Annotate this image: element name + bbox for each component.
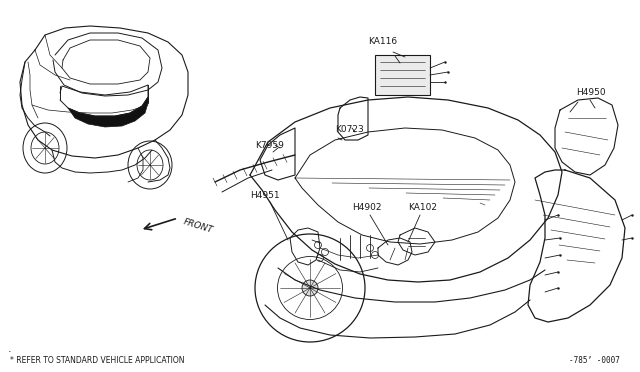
- Text: * REFER TO STANDARD VEHICLE APPLICATION: * REFER TO STANDARD VEHICLE APPLICATION: [10, 356, 184, 365]
- Text: KA116: KA116: [368, 37, 397, 46]
- Text: K0723: K0723: [335, 125, 364, 134]
- Text: H4950: H4950: [576, 88, 605, 97]
- Text: KA102: KA102: [408, 203, 437, 212]
- Text: -785’ -0007: -785’ -0007: [569, 356, 620, 365]
- Text: H4902: H4902: [352, 203, 381, 212]
- Polygon shape: [375, 55, 430, 95]
- Text: H4951: H4951: [250, 191, 280, 200]
- Circle shape: [302, 280, 318, 296]
- Text: ·: ·: [8, 347, 12, 357]
- Text: K7959: K7959: [255, 141, 284, 150]
- Text: FRONT: FRONT: [182, 217, 214, 235]
- Polygon shape: [68, 97, 148, 127]
